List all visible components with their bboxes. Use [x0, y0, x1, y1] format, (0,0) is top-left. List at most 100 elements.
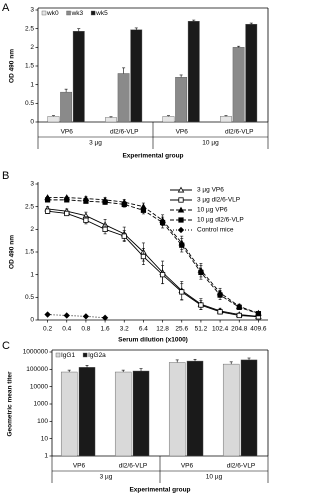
series-line — [47, 199, 259, 315]
legend-label: wk0 — [46, 10, 59, 17]
y-tick-label: 1000000 — [23, 349, 49, 356]
marker — [83, 198, 89, 204]
legend-label: wk5 — [95, 10, 108, 17]
marker — [140, 207, 147, 213]
x-tick-label: 1.6 — [101, 326, 110, 333]
marker — [236, 304, 242, 310]
y-tick-label: 10 — [41, 435, 49, 442]
marker — [217, 292, 223, 298]
legend-label: IgG1 — [61, 352, 75, 359]
marker — [121, 233, 127, 239]
marker — [121, 201, 127, 208]
marker — [101, 314, 109, 321]
y-tick-label: 1.5 — [25, 63, 34, 70]
legend-label: 10 µg VP6 — [197, 207, 228, 214]
y-tick-label: 0.5 — [25, 294, 34, 301]
y-tick-label: 0 — [30, 119, 34, 126]
y-tick-label: 3 — [30, 181, 34, 188]
bar — [187, 21, 200, 123]
y-tick-label: 2.5 — [25, 25, 34, 32]
x-tick-label: 204.8 — [231, 326, 248, 333]
y-tick-label: 1 — [30, 271, 34, 278]
x-axis-title: Experimental group — [122, 153, 183, 160]
marker — [179, 289, 185, 295]
legend-marker — [177, 186, 185, 193]
series-line — [47, 208, 259, 317]
marker — [64, 210, 70, 217]
marker — [217, 309, 223, 315]
legend-swatch — [82, 352, 88, 358]
marker — [44, 311, 51, 318]
x-tick-label: VP6 — [176, 129, 189, 136]
bar — [78, 367, 96, 457]
x-tick-label: 25.6 — [175, 326, 188, 333]
marker — [179, 242, 185, 248]
y-tick-label: 0 — [30, 317, 34, 324]
y-tick-label: 2 — [30, 226, 34, 233]
y-tick-label: 10000 — [30, 383, 48, 390]
x-tick-label: 0.8 — [81, 326, 90, 333]
marker — [159, 219, 166, 226]
figure: A 0 0.5 1 1.5 2 2.5 3 OD 490 nm VP6 dl2/6-VLP VP6 dl… — [2, 2, 269, 494]
bar — [47, 116, 60, 123]
legend-label: 3 µg dl2/6-VLP — [197, 197, 240, 204]
legend-marker — [177, 206, 185, 213]
x-tick-label: dl2/6-VLP — [227, 463, 256, 470]
legend-label: 3 µg VP6 — [197, 187, 224, 194]
series-line — [47, 197, 259, 314]
legend-swatch — [66, 10, 71, 16]
y-tick-label: 1.5 — [25, 249, 34, 256]
x-tick-label: dl2/6-VLP — [119, 463, 148, 470]
y-axis-title: OD 490 nm — [9, 49, 16, 83]
y-tick-label: 1000 — [34, 401, 49, 408]
bar — [232, 47, 245, 123]
bar — [222, 363, 240, 457]
marker — [44, 208, 51, 214]
legend-label: Control mice — [197, 227, 234, 234]
x-tick-label: VP6 — [181, 463, 194, 470]
group-label: 10 µg — [206, 474, 223, 481]
y-tick-label: 100 — [37, 418, 48, 425]
bar — [132, 370, 150, 457]
x-tick-label: 409.6 — [250, 326, 267, 333]
bar — [117, 73, 130, 123]
legend-label: IgG2a — [88, 352, 106, 359]
x-tick-label: VP6 — [61, 129, 74, 136]
legend-swatch — [55, 352, 61, 358]
marker — [140, 253, 147, 260]
marker — [63, 312, 70, 319]
x-tick-label: 102.4 — [212, 326, 229, 333]
group-label: 3 µg — [100, 474, 113, 481]
marker — [83, 217, 89, 223]
marker — [102, 199, 108, 205]
y-axis-title: Geometric mean titer — [7, 371, 14, 436]
legend-marker — [177, 226, 185, 234]
x-tick-label: 3.2 — [120, 326, 129, 333]
x-tick-label: 51.2 — [195, 326, 208, 333]
panel-label: C — [2, 340, 10, 352]
x-tick-label: 0.4 — [62, 326, 71, 333]
bar — [168, 362, 186, 457]
bar — [114, 371, 132, 457]
bar — [240, 359, 258, 457]
y-tick-label: 1 — [44, 453, 48, 460]
y-tick-label: 2 — [30, 44, 34, 51]
legend-swatch — [41, 10, 47, 16]
bar — [220, 116, 232, 123]
legend-marker — [178, 197, 184, 203]
x-tick-label: 12.8 — [156, 326, 169, 333]
series-line — [47, 210, 259, 318]
y-tick-label: 2.5 — [25, 203, 34, 210]
x-tick-label: 6.4 — [139, 326, 148, 333]
x-axis-title: Experimental group — [129, 487, 190, 494]
y-axis-title: OD 490 nm — [9, 235, 16, 269]
panel-label: A — [2, 2, 10, 14]
marker — [102, 226, 108, 232]
bar — [162, 116, 175, 123]
x-axis-title: Serum dilution (x1000) — [118, 337, 188, 344]
series-line — [47, 314, 106, 319]
bar — [72, 31, 85, 123]
x-tick-label: 0.2 — [43, 326, 52, 333]
marker — [44, 197, 51, 203]
